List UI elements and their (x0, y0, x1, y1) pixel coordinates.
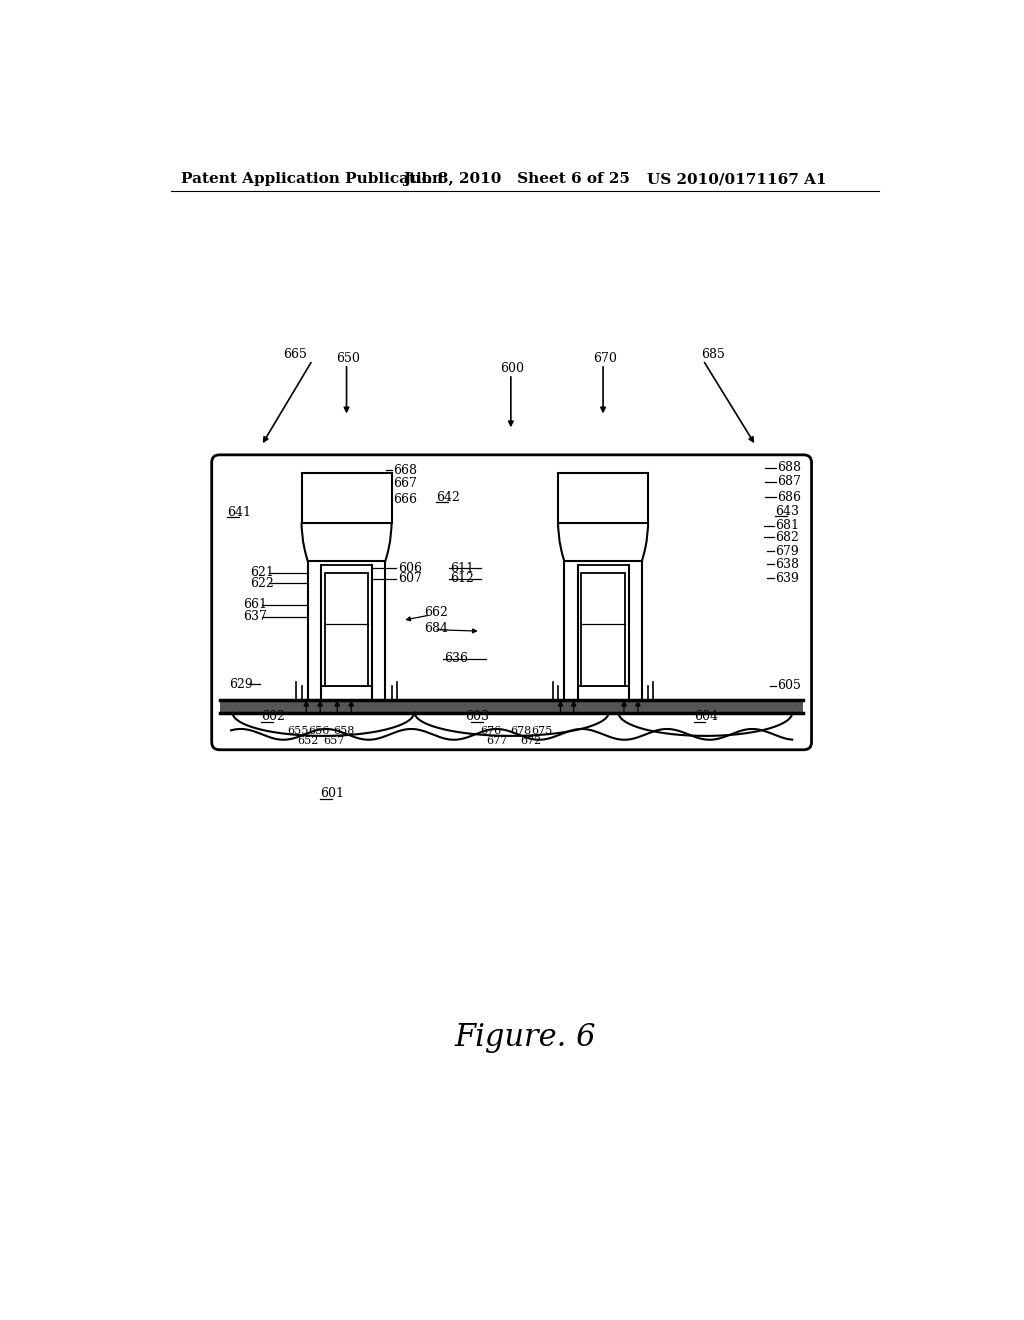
Text: 641: 641 (227, 506, 251, 519)
Text: 605: 605 (777, 680, 802, 693)
Text: 687: 687 (777, 475, 802, 488)
Text: 642: 642 (436, 491, 461, 504)
Text: 665: 665 (283, 348, 307, 362)
Text: Jul. 8, 2010   Sheet 6 of 25: Jul. 8, 2010 Sheet 6 of 25 (403, 172, 630, 186)
Text: 636: 636 (444, 652, 468, 665)
Text: US 2010/0171167 A1: US 2010/0171167 A1 (647, 172, 826, 186)
Bar (302, 473, 391, 523)
Text: 681: 681 (775, 519, 799, 532)
Text: 638: 638 (775, 557, 799, 570)
Text: 670: 670 (593, 352, 616, 366)
Text: 652: 652 (297, 737, 318, 746)
Text: 678: 678 (510, 726, 531, 735)
Text: 677: 677 (486, 737, 507, 746)
Text: 682: 682 (775, 531, 799, 544)
Text: 672: 672 (520, 737, 542, 746)
Bar (220, 700, 803, 713)
Text: 611: 611 (451, 561, 474, 574)
Text: 658: 658 (334, 726, 354, 735)
Text: 602: 602 (261, 710, 285, 723)
Text: 601: 601 (321, 787, 344, 800)
Text: 657: 657 (324, 737, 344, 746)
Text: 662: 662 (424, 606, 447, 619)
Text: 622: 622 (251, 577, 274, 590)
Text: 639: 639 (775, 572, 799, 585)
Text: 685: 685 (701, 348, 725, 362)
Text: 655: 655 (287, 726, 308, 735)
Bar (325, 573, 369, 686)
Text: 612: 612 (451, 573, 474, 585)
Text: 668: 668 (393, 463, 417, 477)
Text: 656: 656 (308, 726, 329, 735)
Text: 688: 688 (777, 462, 802, 474)
Text: 606: 606 (397, 561, 422, 574)
Text: 666: 666 (393, 492, 417, 506)
Text: 643: 643 (775, 504, 799, 517)
Text: 650: 650 (336, 352, 359, 366)
Text: 667: 667 (393, 477, 417, 490)
Text: 637: 637 (243, 610, 266, 623)
Bar (558, 473, 648, 523)
Text: 603: 603 (465, 710, 488, 723)
Text: 607: 607 (397, 573, 422, 585)
Text: 621: 621 (251, 566, 274, 579)
Bar (582, 573, 625, 686)
Text: 661: 661 (243, 598, 266, 611)
Text: 675: 675 (531, 726, 552, 735)
Text: 686: 686 (777, 491, 802, 504)
Text: 676: 676 (480, 726, 502, 735)
FancyBboxPatch shape (212, 455, 812, 750)
Text: 629: 629 (228, 677, 253, 690)
Text: 684: 684 (424, 622, 449, 635)
Text: 600: 600 (500, 362, 524, 375)
Text: Patent Application Publication: Patent Application Publication (180, 172, 442, 186)
Text: 604: 604 (693, 710, 718, 723)
Text: Figure. 6: Figure. 6 (454, 1022, 596, 1053)
Text: 679: 679 (775, 545, 799, 557)
